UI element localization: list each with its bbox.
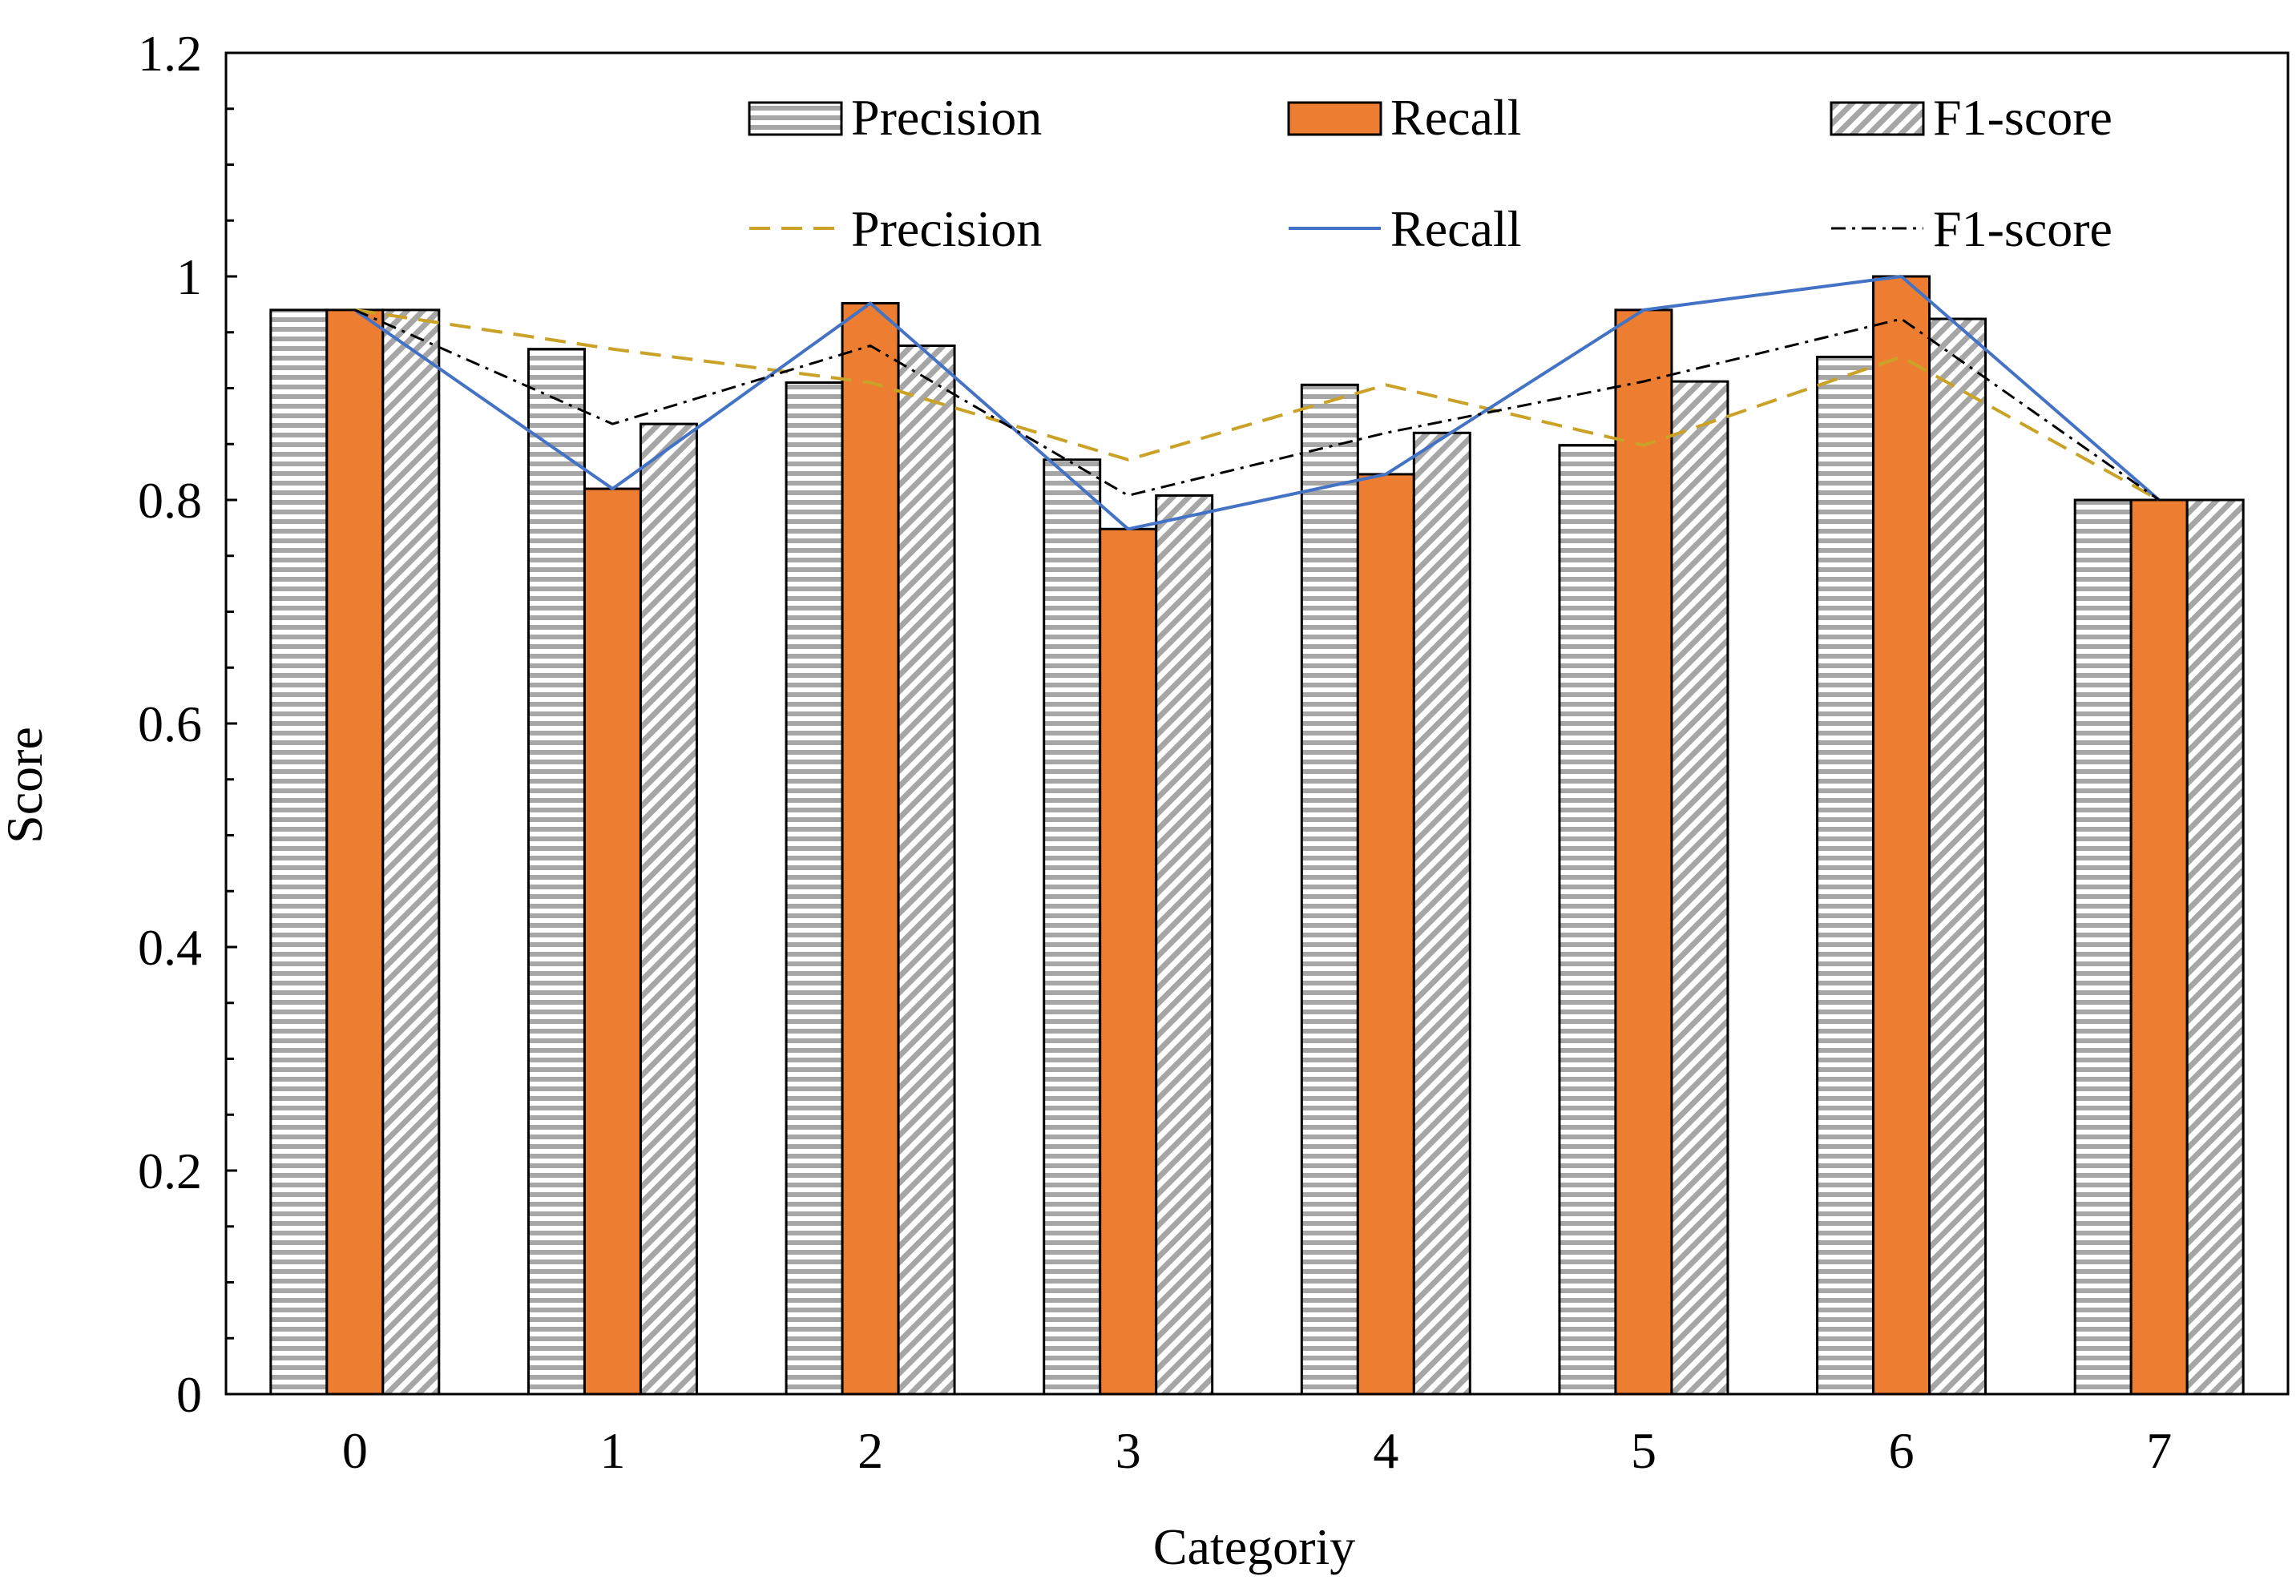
axes-layer: 0 0.2 0.4 0.6 0.8 1 1.2 0 1 2 3 4 5 6 7 [138, 25, 2290, 1479]
bar-f1-2 [897, 344, 956, 1396]
legend-precision-line-label: Precision [851, 200, 1042, 257]
bar-recall-2 [841, 301, 900, 1396]
bar-recall-6 [1872, 275, 1931, 1396]
y-tick-label: 0 [176, 1366, 202, 1423]
line-recall [353, 275, 2161, 531]
bar-precision-1 [527, 348, 586, 1396]
legend-f1-line-label: F1-score [1933, 200, 2112, 257]
x-tick-label: 3 [1116, 1422, 1141, 1479]
bar-f1-7 [2185, 498, 2245, 1396]
bar-precision-6 [1816, 355, 1875, 1396]
bar-recall-1 [583, 487, 642, 1396]
bar-recall-5 [1614, 308, 1673, 1396]
y-tick-label: 0.2 [138, 1143, 202, 1199]
x-tick-label: 1 [599, 1422, 625, 1479]
y-tick-label: 0.4 [138, 919, 202, 976]
y-tick-label: 1.2 [138, 25, 202, 82]
y-tick-label: 1 [176, 248, 202, 305]
x-tick-label: 6 [1889, 1422, 1915, 1479]
bar-recall-0 [325, 308, 385, 1396]
legend: Precision Recall F1-score Precision Reca… [748, 89, 2112, 257]
bar-f1-6 [1928, 317, 1987, 1396]
bar-precision-4 [1300, 383, 1359, 1396]
y-axis-title: Score [0, 727, 53, 844]
bar-f1-4 [1412, 431, 1471, 1396]
x-tick-label: 4 [1373, 1422, 1398, 1479]
legend-recall-bar-swatch [1287, 101, 1382, 136]
legend-f1-bar-swatch [1830, 101, 1925, 136]
legend-recall-line-label: Recall [1390, 200, 1521, 257]
legend-recall-bar-label: Recall [1390, 89, 1521, 146]
bar-precision-0 [269, 308, 329, 1396]
bar-f1-1 [639, 422, 698, 1396]
x-tick-label: 7 [2146, 1422, 2172, 1479]
bar-f1-0 [381, 308, 441, 1396]
y-tick-label: 0.8 [138, 472, 202, 529]
legend-precision-bar-label: Precision [851, 89, 1042, 146]
bar-recall-3 [1099, 527, 1158, 1396]
bar-f1-3 [1155, 494, 1214, 1396]
y-tick-label: 0.6 [138, 695, 202, 752]
bar-f1-5 [1670, 380, 1729, 1396]
bar-recall-7 [2129, 498, 2189, 1396]
x-tick-label: 0 [342, 1422, 368, 1479]
line-f1 [354, 308, 2161, 502]
x-tick-label: 5 [1631, 1422, 1656, 1479]
x-tick-label: 2 [857, 1422, 883, 1479]
bar-precision-3 [1043, 458, 1102, 1396]
lines-layer [353, 275, 2161, 531]
line-precision [354, 308, 2161, 502]
legend-precision-bar-swatch [748, 101, 843, 136]
bar-recall-4 [1356, 473, 1415, 1396]
bars-layer [269, 275, 2245, 1396]
legend-f1-bar-label: F1-score [1933, 89, 2112, 146]
bar-precision-7 [2073, 498, 2133, 1396]
bar-precision-5 [1558, 444, 1617, 1396]
bar-precision-2 [785, 381, 844, 1396]
x-axis-title: Categoriy [1153, 1518, 1355, 1575]
